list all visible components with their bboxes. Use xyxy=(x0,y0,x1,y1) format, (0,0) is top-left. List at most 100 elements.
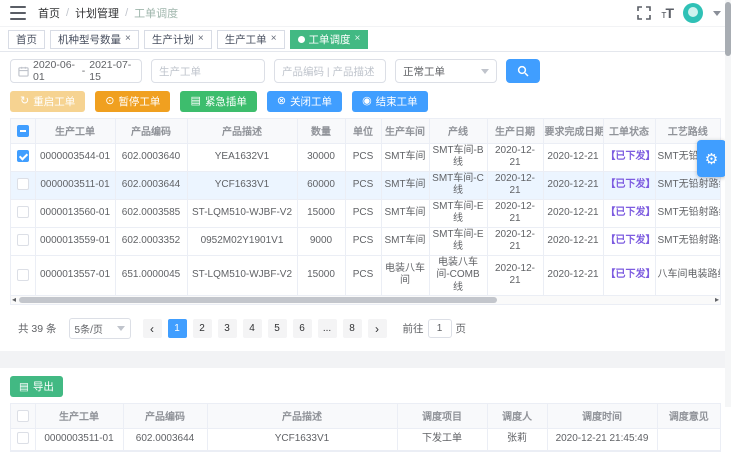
col-unit: 单位 xyxy=(345,119,382,144)
restart-order-button[interactable]: ↻ 重启工单 xyxy=(10,91,86,112)
goto-page-input[interactable]: 1 xyxy=(427,319,452,338)
goto-suffix: 页 xyxy=(455,323,467,335)
tab-close-icon[interactable]: × xyxy=(270,33,277,44)
tab-model-quantity[interactable]: 机种型号数量 × xyxy=(50,29,139,49)
avatar[interactable] xyxy=(683,3,703,23)
table-row[interactable]: 0000013560-01 602.0003585 ST-LQM510-WJBF… xyxy=(11,199,720,228)
row-checkbox[interactable] xyxy=(16,268,29,281)
work-order-table: 生产工单 产品编码 产品描述 数量 单位 生产车间 产线 生产日期 要求完成日期… xyxy=(10,118,721,296)
breadcrumb-plan-management[interactable]: 计划管理 xyxy=(75,8,120,20)
tab-production-order[interactable]: 生产工单 × xyxy=(216,29,285,49)
breadcrumb-home[interactable]: 首页 xyxy=(38,8,60,20)
select-all-checkbox[interactable] xyxy=(16,124,29,137)
cell-line: SMT车间-B线 xyxy=(429,143,488,172)
table-row[interactable]: 0000003544-01 602.0003640 YEA1632V1 3000… xyxy=(11,143,720,172)
finish-order-button[interactable]: ◉ 结束工单 xyxy=(352,91,428,112)
col-due-date: 要求完成日期 xyxy=(543,119,604,144)
tab-close-icon[interactable]: × xyxy=(125,33,131,44)
search-button[interactable] xyxy=(506,59,540,83)
total-count: 共 39 条 xyxy=(18,323,57,335)
sidebar-toggle-icon[interactable] xyxy=(10,6,26,20)
cell-product-desc: YEA1632V1 xyxy=(187,143,298,172)
row-checkbox[interactable] xyxy=(16,432,29,445)
tab-production-plan[interactable]: 生产计划 × xyxy=(143,29,212,49)
button-label: 紧急插单 xyxy=(204,96,247,108)
table-row[interactable]: 0000003511-01 602.0003644 YCF1633V1 下发工单… xyxy=(11,428,720,451)
cell-qty: 15000 xyxy=(297,255,346,296)
chevron-down-icon xyxy=(116,326,125,331)
goto-label: 前往 xyxy=(402,323,424,335)
page-button-2[interactable]: 2 xyxy=(192,319,212,338)
button-label: 暂停工单 xyxy=(118,96,161,108)
table-row[interactable]: 0000003511-01 602.0003644 YCF1633V1 6000… xyxy=(11,171,720,200)
tab-label: 生产计划 xyxy=(151,33,194,46)
cell-work-order: 0000003511-01 xyxy=(35,171,116,200)
product-search-input[interactable]: 产品编码 | 产品描述 xyxy=(274,59,386,83)
fullscreen-icon[interactable] xyxy=(637,6,652,20)
scroll-right-icon[interactable]: ▸ xyxy=(714,295,719,304)
breadcrumb-separator: / xyxy=(66,7,70,19)
font-size-icon[interactable]: тT xyxy=(661,5,674,21)
page-size-select[interactable]: 5条/页 xyxy=(68,318,131,339)
table-row[interactable]: 0000013559-01 602.0003352 0952M02Y1901V1… xyxy=(11,227,720,256)
col-product-code: 产品编码 xyxy=(123,404,208,429)
cell-unit: PCS xyxy=(345,143,382,172)
top-navbar: 首页 / 计划管理 / 工单调度 тT xyxy=(0,0,731,26)
page-button-5[interactable]: 5 xyxy=(267,319,287,338)
page-button-4[interactable]: 4 xyxy=(242,319,262,338)
tab-close-icon[interactable]: × xyxy=(354,33,361,44)
button-label: 导出 xyxy=(32,381,54,393)
cell-work-order: 0000013560-01 xyxy=(35,199,116,228)
cell-work-order: 0000013557-01 xyxy=(35,255,116,296)
cell-unit: PCS xyxy=(345,199,382,228)
work-order-input[interactable]: 生产工单 xyxy=(151,59,265,83)
order-type-select[interactable]: 正常工单 xyxy=(395,59,497,83)
page-button-1[interactable]: 1 xyxy=(167,319,187,338)
cell-scheduler: 张莉 xyxy=(487,428,548,451)
urgent-insert-button[interactable]: ▤ 紧急插单 xyxy=(180,91,257,112)
tab-home[interactable]: 首页 xyxy=(8,29,45,49)
col-route: 工艺路线 xyxy=(655,119,720,144)
row-checkbox[interactable] xyxy=(16,234,29,247)
scroll-left-icon[interactable]: ◂ xyxy=(12,295,17,304)
settings-fab-button[interactable]: ⚙ xyxy=(697,140,726,177)
horizontal-scrollbar-thumb[interactable] xyxy=(19,297,497,303)
cell-schedule-item: 下发工单 xyxy=(397,428,488,451)
user-menu-caret-icon[interactable] xyxy=(713,10,721,16)
prev-page-button[interactable]: ‹ xyxy=(142,319,162,338)
pause-order-button[interactable]: ⊙ 暂停工单 xyxy=(95,91,171,112)
status-badge: 【已下发】 xyxy=(603,199,656,228)
col-schedule-time: 调度时间 xyxy=(547,404,658,429)
select-all-checkbox[interactable] xyxy=(16,409,29,422)
tab-order-scheduling[interactable]: 工单调度 × xyxy=(289,29,369,49)
close-order-button[interactable]: ⊗ 关闭工单 xyxy=(266,91,343,112)
date-range-picker[interactable]: 2020-06-01 - 2021-07-15 xyxy=(10,59,142,83)
status-badge: 【已下发】 xyxy=(603,227,656,256)
table-row[interactable]: 0000013557-01 651.0000045 ST-LQM510-WJBF… xyxy=(11,255,720,296)
row-checkbox[interactable] xyxy=(16,150,29,163)
horizontal-scrollbar[interactable]: ◂ ▸ xyxy=(10,296,721,305)
vertical-scrollbar[interactable] xyxy=(725,0,731,407)
date-separator: - xyxy=(81,65,86,77)
vertical-scrollbar-thumb[interactable] xyxy=(725,2,731,56)
more-pages-button[interactable]: ... xyxy=(317,319,337,338)
next-page-button[interactable]: › xyxy=(367,319,387,338)
tab-close-icon[interactable]: × xyxy=(197,33,204,44)
cell-product-code: 651.0000045 xyxy=(115,255,188,296)
cell-line: SMT车间-E线 xyxy=(429,227,488,256)
cell-workshop: SMT车间 xyxy=(381,227,430,256)
cell-prod-date: 2020-12-21 xyxy=(487,227,544,256)
row-checkbox[interactable] xyxy=(16,206,29,219)
page-button-3[interactable]: 3 xyxy=(217,319,237,338)
cell-prod-date: 2020-12-21 xyxy=(487,171,544,200)
export-button[interactable]: ▤ 导出 xyxy=(10,376,63,397)
page-button-8[interactable]: 8 xyxy=(342,319,362,338)
col-work-order: 生产工单 xyxy=(35,119,116,144)
page-button-6[interactable]: 6 xyxy=(292,319,312,338)
filter-row: 2020-06-01 - 2021-07-15 生产工单 产品编码 | 产品描述… xyxy=(0,52,731,83)
restart-icon: ↻ xyxy=(20,95,30,107)
col-schedule-item: 调度项目 xyxy=(397,404,488,429)
cell-work-order: 0000003544-01 xyxy=(35,143,116,172)
button-label: 关闭工单 xyxy=(290,96,333,108)
row-checkbox[interactable] xyxy=(16,178,29,191)
